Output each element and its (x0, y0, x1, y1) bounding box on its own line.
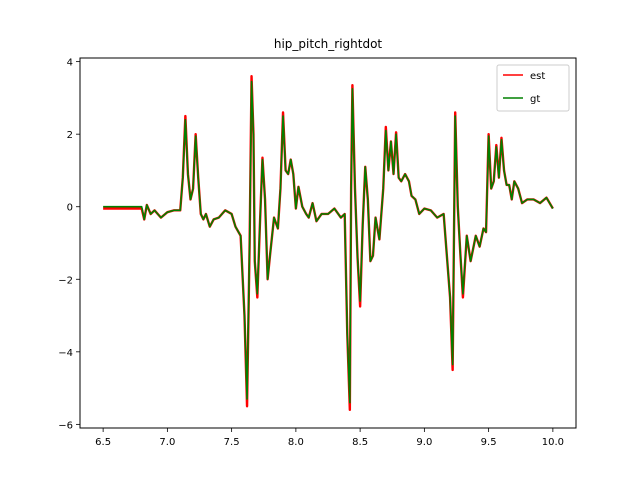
plot-area (103, 74, 554, 412)
y-tick-label: −4 (58, 348, 73, 359)
legend-box (496, 64, 570, 112)
x-tick-label: 10.0 (542, 437, 564, 448)
x-tick-label: 7.5 (224, 437, 240, 448)
x-tick-label: 8.5 (352, 437, 368, 448)
x-tick-label: 7.0 (159, 437, 175, 448)
y-tick-label: 2 (67, 130, 73, 141)
x-tick-label: 9.0 (416, 437, 432, 448)
x-tick-label: 8.0 (288, 437, 304, 448)
y-tick-label: 4 (67, 58, 73, 69)
y-tick-label: −2 (58, 275, 73, 286)
legend-label-est: est (530, 71, 545, 82)
legend-label-gt: gt (530, 94, 540, 105)
y-axis: 4 2 0 −2 −4 −6 (58, 58, 80, 431)
axes-frame (79, 57, 577, 429)
legend: est gt (496, 64, 570, 112)
chart-title: hip_pitch_rightdot (274, 37, 383, 51)
y-tick-label: 0 (67, 203, 73, 214)
x-axis: 6.5 7.0 7.5 8.0 8.5 9.0 9.5 10.0 (95, 428, 564, 448)
x-tick-label: 9.5 (481, 437, 497, 448)
y-tick-label: −6 (58, 420, 73, 431)
series-line-gt (103, 80, 554, 404)
x-tick-label: 6.5 (95, 437, 111, 448)
